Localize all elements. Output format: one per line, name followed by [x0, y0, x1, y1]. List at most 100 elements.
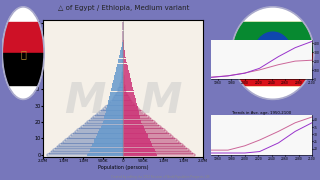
- Bar: [123, 116, 140, 118]
- Bar: [123, 47, 124, 49]
- Bar: [123, 98, 130, 100]
- Bar: [106, 110, 123, 111]
- Bar: [104, 118, 123, 120]
- Bar: [3, 53, 44, 85]
- Bar: [113, 98, 123, 100]
- Bar: [123, 152, 193, 154]
- Bar: [123, 90, 134, 91]
- Bar: [106, 111, 123, 113]
- Bar: [97, 134, 123, 136]
- Title: Trends in Ave. age, 1950-2100: Trends in Ave. age, 1950-2100: [232, 111, 291, 115]
- Bar: [123, 55, 125, 57]
- Bar: [49, 152, 123, 154]
- Bar: [112, 100, 123, 101]
- Bar: [117, 65, 123, 67]
- Bar: [104, 116, 123, 118]
- Bar: [123, 131, 146, 133]
- Bar: [123, 111, 143, 113]
- Bar: [121, 82, 123, 83]
- Bar: [69, 136, 123, 138]
- Bar: [123, 45, 124, 47]
- Bar: [102, 123, 123, 124]
- Bar: [123, 123, 157, 124]
- Bar: [123, 128, 144, 129]
- Bar: [114, 78, 123, 80]
- Bar: [123, 73, 130, 75]
- Bar: [123, 115, 140, 116]
- Bar: [123, 83, 132, 85]
- Bar: [123, 118, 140, 120]
- Text: ★: ★: [265, 44, 281, 62]
- Bar: [123, 96, 129, 98]
- Bar: [123, 120, 141, 121]
- Bar: [123, 152, 156, 154]
- Bar: [91, 148, 123, 149]
- Bar: [116, 67, 123, 68]
- Bar: [118, 60, 123, 62]
- Bar: [101, 126, 123, 128]
- Bar: [103, 121, 123, 123]
- Bar: [112, 85, 123, 87]
- Bar: [123, 125, 159, 126]
- Bar: [118, 90, 123, 91]
- Bar: [87, 154, 123, 156]
- Bar: [95, 138, 123, 139]
- Text: △ of Egypt / Ethiopia, Medium variant: △ of Egypt / Ethiopia, Medium variant: [58, 5, 189, 11]
- Text: ⭐: ⭐: [20, 50, 26, 60]
- Bar: [123, 57, 126, 59]
- Bar: [123, 143, 181, 144]
- Bar: [123, 146, 153, 147]
- Bar: [123, 105, 135, 106]
- Bar: [88, 152, 123, 154]
- Bar: [123, 139, 150, 141]
- Circle shape: [232, 7, 314, 99]
- Bar: [100, 128, 123, 129]
- Bar: [232, 53, 314, 85]
- Bar: [55, 148, 123, 149]
- Bar: [53, 149, 123, 151]
- Bar: [89, 120, 123, 121]
- Bar: [123, 101, 132, 103]
- Bar: [123, 75, 130, 77]
- Bar: [123, 136, 148, 138]
- Bar: [123, 126, 161, 128]
- Bar: [123, 62, 127, 63]
- Bar: [123, 58, 126, 60]
- Bar: [123, 49, 124, 50]
- Bar: [59, 144, 123, 146]
- Bar: [123, 113, 139, 114]
- Bar: [123, 125, 143, 126]
- Bar: [112, 83, 123, 85]
- Bar: [123, 121, 155, 123]
- Bar: [123, 92, 134, 93]
- Bar: [108, 103, 123, 105]
- Bar: [122, 44, 123, 45]
- Bar: [115, 95, 123, 96]
- Bar: [73, 133, 123, 134]
- Bar: [110, 92, 123, 93]
- Bar: [91, 118, 123, 120]
- Bar: [123, 72, 129, 73]
- Bar: [93, 141, 123, 143]
- Bar: [123, 103, 134, 105]
- Bar: [107, 105, 123, 106]
- Bar: [105, 115, 123, 116]
- Bar: [122, 45, 123, 47]
- Bar: [123, 148, 154, 149]
- Bar: [123, 108, 139, 110]
- Bar: [91, 146, 123, 147]
- Bar: [123, 148, 187, 149]
- Bar: [123, 133, 169, 134]
- Bar: [103, 108, 123, 110]
- Bar: [87, 121, 123, 123]
- Bar: [90, 149, 123, 151]
- Bar: [113, 80, 123, 82]
- Bar: [123, 141, 151, 143]
- Bar: [123, 151, 156, 152]
- Text: M: M: [65, 80, 106, 122]
- Bar: [109, 98, 123, 100]
- Bar: [123, 149, 189, 151]
- Bar: [123, 75, 124, 77]
- Bar: [107, 106, 123, 108]
- Bar: [123, 88, 125, 90]
